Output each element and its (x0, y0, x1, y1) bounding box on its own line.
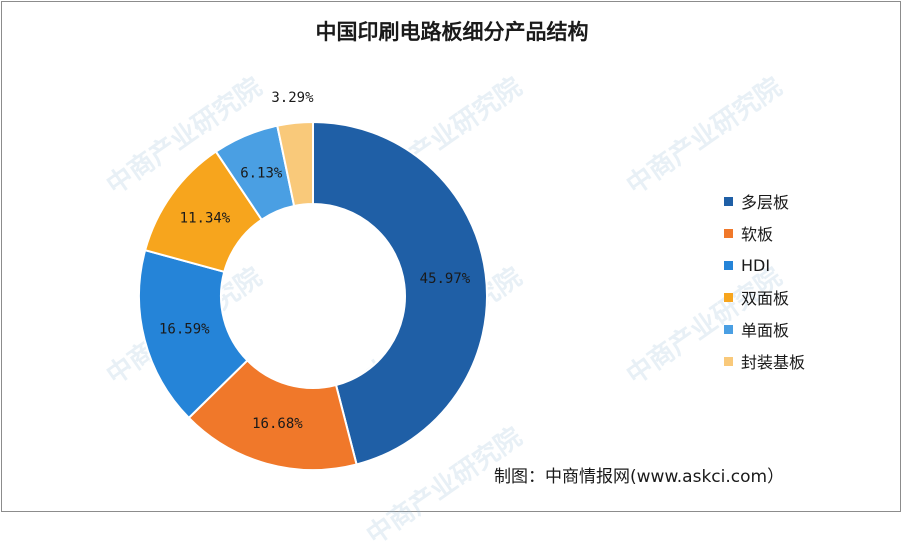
chart-title: 中国印刷电路板细分产品结构 (315, 20, 589, 44)
legend-label: 双面板 (741, 289, 790, 308)
donut-slice-3 (138, 248, 249, 420)
legend-item: 多层板 (724, 185, 805, 217)
legend-swatch (724, 324, 733, 334)
legend-label: 软板 (741, 225, 774, 244)
slice-label-2: 16.68% (252, 416, 303, 432)
legend-item: 软板 (724, 217, 805, 249)
legend-item: 双面板 (724, 281, 805, 313)
donut-slice-1 (312, 120, 489, 466)
legend-swatch (724, 196, 733, 206)
legend-label: 单面板 (741, 321, 790, 340)
slice-label-6: 3.29% (271, 90, 314, 106)
slice-label-4: 11.34% (180, 210, 231, 226)
slice-label-3: 16.59% (159, 322, 210, 338)
donut-chart: 45.97% 16.68% 16.59% 11.34% 6.13% 3.29% (138, 90, 489, 471)
legend-swatch (724, 228, 733, 238)
donut-slice-6 (276, 120, 314, 208)
legend-item: 单面板 (724, 313, 805, 345)
legend-label: HDI (741, 255, 771, 275)
legend-swatch (724, 260, 733, 270)
legend-label: 多层板 (741, 193, 790, 212)
slice-label-5: 6.13% (240, 165, 283, 181)
slice-label-1: 45.97% (420, 271, 471, 287)
legend-label: 封装基板 (741, 353, 806, 372)
source-note: 制图：中商情报网(www.askci.com） (494, 467, 785, 487)
legend-item: 封装基板 (724, 345, 805, 377)
legend-swatch (724, 292, 733, 302)
legend-swatch (724, 356, 733, 366)
legend: 多层板软板 HDI 双面板单面板封装基板 (724, 185, 805, 377)
legend-item: HDI (724, 249, 805, 281)
